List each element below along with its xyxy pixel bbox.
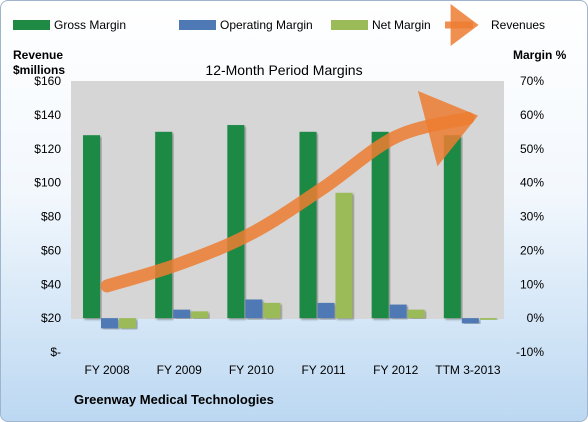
legend-swatch-net-margin [331,20,368,30]
category-label: FY 2009 [157,363,202,377]
revenue-line-group [100,90,478,293]
bar-operating-margin [173,309,191,319]
bar-net-margin [119,318,136,329]
bar-operating-margin [245,299,263,319]
company-name: Greenway Medical Technologies [74,392,274,407]
right-tick-label: 70% [520,74,544,88]
right-tick-label: 0% [527,311,545,325]
right-tick-label: 10% [520,277,544,291]
legend-label-gross-margin: Gross Margin [54,18,126,32]
left-tick-label: $140 [34,108,61,122]
left-tick-label: $40 [41,277,61,291]
bar-net-margin [335,192,353,319]
right-axis-title: Margin % [513,48,567,62]
right-tick-label: 50% [520,142,544,156]
right-tick-label: 40% [520,176,544,190]
bar-operating-margin [461,318,479,324]
left-tick-label: $60 [41,243,61,257]
legend-label-operating-margin: Operating Margin [220,18,313,32]
legend-label-net-margin: Net Margin [372,18,431,32]
bar-net-margin [263,302,281,319]
right-axis: -10% 0% 10% 20% 30% 40% 50% 60% 70% [516,74,544,359]
legend-swatch-gross-margin [13,20,50,30]
category-label: FY 2011 [301,363,346,377]
bar-gross-margin [227,125,245,319]
right-tick-label: 30% [520,210,544,224]
right-tick-label: -10% [516,345,544,359]
category-label: FY 2010 [229,363,274,377]
bar-net-margin [407,309,425,319]
left-axis-title-line-2: $millions [13,63,65,77]
bar-operating-margin [317,302,335,319]
legend-label-revenues: Revenues [491,18,545,32]
bar-gross-margin [443,135,461,319]
category-label: FY 2012 [373,363,418,377]
revenues-line [100,90,478,293]
left-axis-title-line-1: Revenue [13,48,63,62]
left-tick-label: $160 [34,74,61,88]
bar-gross-margin [83,135,100,319]
bar-operating-margin [101,318,118,329]
bar-operating-margin [389,304,407,319]
left-axis: $- $20 $40 $60 $80 $100 $120 $140 $160 [34,74,61,359]
left-tick-label: $20 [41,311,61,325]
x-axis: FY 2008 FY 2009 FY 2010 FY 2011 FY 2012 TTM 3… [85,363,501,377]
left-tick-label: $120 [34,142,61,156]
right-tick-label: 60% [520,108,544,122]
bar-net-margin [191,311,209,319]
legend-swatch-operating-margin [179,20,216,30]
chart-title: 12-Month Period Margins [205,62,362,78]
bar-net-margin [479,318,497,320]
bar-gross-margin [299,131,317,319]
legend: Gross Margin Operating Margin Net Margin… [13,4,545,46]
bar-gross-margin [155,131,173,319]
bar-group [83,125,497,329]
bar-gross-margin [371,131,389,319]
right-tick-label: 20% [520,243,544,257]
left-tick-label: $- [50,345,61,359]
left-tick-label: $80 [41,210,61,224]
category-label: TTM 3-2013 [435,363,501,377]
category-label: FY 2008 [85,363,130,377]
left-tick-label: $100 [34,176,61,190]
